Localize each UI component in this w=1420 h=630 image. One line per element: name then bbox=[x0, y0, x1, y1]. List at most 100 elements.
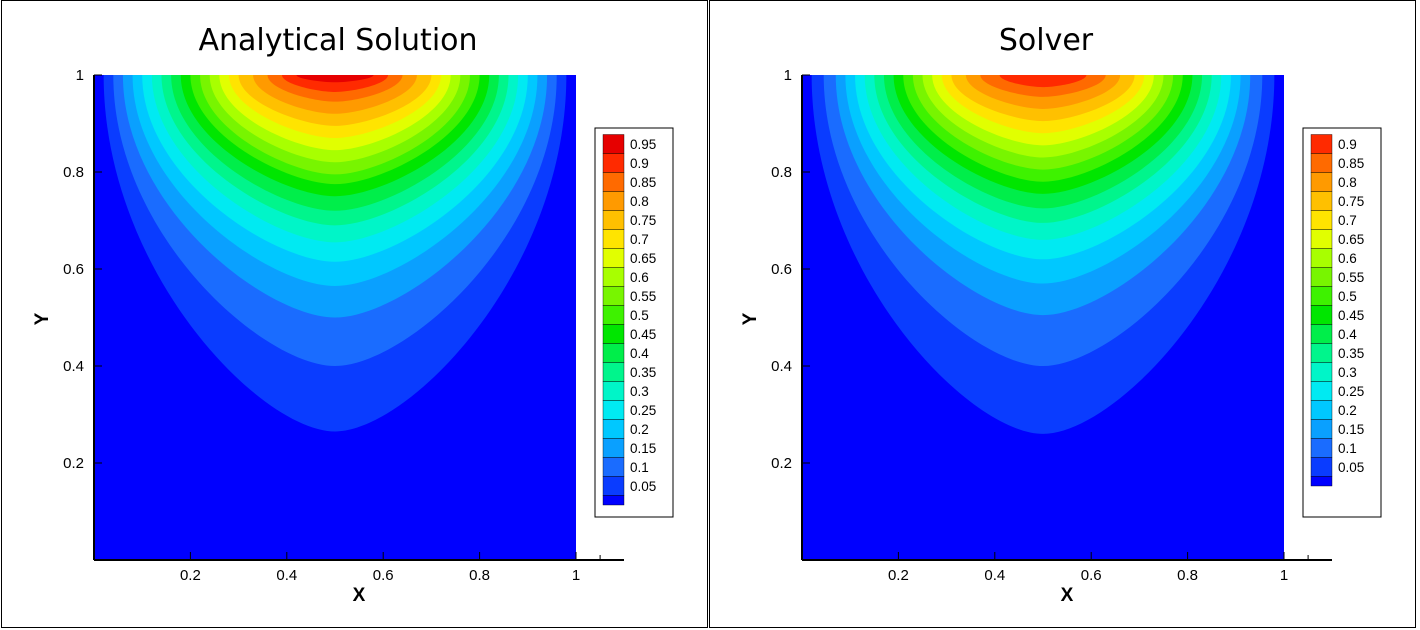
legend-label: 0.35 bbox=[1338, 346, 1364, 361]
x-tick-label: 0.8 bbox=[1177, 567, 1198, 584]
x-tick-label: 0.2 bbox=[180, 567, 201, 584]
legend-swatch bbox=[1310, 381, 1333, 401]
legend-swatch bbox=[602, 457, 625, 477]
x-tick-label: 0.6 bbox=[1081, 567, 1102, 584]
legend-label: 0.1 bbox=[630, 460, 649, 475]
y-axis-label: Y bbox=[740, 312, 761, 325]
y-tick-label: 0.8 bbox=[771, 164, 792, 181]
legend-label: 0.9 bbox=[1338, 137, 1357, 152]
legend-label: 0.2 bbox=[1338, 403, 1357, 418]
legend-label: 0.35 bbox=[630, 365, 656, 380]
legend-label: 0.65 bbox=[630, 251, 656, 266]
legend-swatch bbox=[602, 495, 625, 506]
legend-label: 0.05 bbox=[1338, 460, 1364, 475]
legend-label: 0.6 bbox=[1338, 251, 1357, 266]
x-tick-label: 1 bbox=[1280, 567, 1288, 584]
y-tick-label: 0.8 bbox=[63, 164, 84, 181]
legend-swatch bbox=[602, 438, 625, 458]
legend-swatch bbox=[1310, 267, 1333, 287]
y-tick-label: 0.2 bbox=[771, 455, 792, 472]
legend-swatch bbox=[1310, 457, 1333, 477]
legend-label: 0.7 bbox=[630, 232, 649, 247]
x-tick-label: 0.4 bbox=[276, 567, 297, 584]
legend-label: 0.3 bbox=[1338, 365, 1357, 380]
y-tick-label: 1 bbox=[76, 67, 84, 84]
legend-swatch bbox=[1310, 172, 1333, 192]
legend-swatch bbox=[602, 343, 625, 363]
legend-swatch bbox=[1310, 286, 1333, 306]
legend-swatch bbox=[1310, 419, 1333, 439]
legend-label: 0.55 bbox=[630, 289, 656, 304]
legend-label: 0.55 bbox=[1338, 270, 1364, 285]
legend-label: 0.3 bbox=[630, 384, 649, 399]
y-tick-label: 0.4 bbox=[63, 358, 84, 375]
y-tick-label: 0.6 bbox=[63, 261, 84, 278]
legend-swatch bbox=[1310, 229, 1333, 249]
legend-label: 0.75 bbox=[1338, 194, 1364, 209]
legend-swatch bbox=[602, 191, 625, 211]
legend-swatch bbox=[602, 210, 625, 230]
y-tick-label: 0.4 bbox=[771, 358, 792, 375]
legend-swatch bbox=[602, 476, 625, 496]
legend-label: 0.7 bbox=[1338, 213, 1357, 228]
legend-label: 0.85 bbox=[630, 175, 656, 190]
legend-swatch bbox=[1310, 362, 1333, 382]
legend-label: 0.8 bbox=[1338, 175, 1357, 190]
legend-label: 0.6 bbox=[630, 270, 649, 285]
legend-label: 0.65 bbox=[1338, 232, 1364, 247]
legend-swatch bbox=[602, 305, 625, 325]
legend-swatch bbox=[1310, 343, 1333, 363]
legend-swatch bbox=[1310, 134, 1333, 154]
legend-label: 0.75 bbox=[630, 213, 656, 228]
chart-title: Analytical Solution bbox=[198, 23, 477, 58]
legend-swatch bbox=[602, 172, 625, 192]
legend-label: 0.4 bbox=[630, 346, 649, 361]
x-tick-label: 1 bbox=[572, 567, 580, 584]
legend-swatch bbox=[602, 153, 625, 173]
legend-swatch bbox=[602, 400, 625, 420]
legend-swatch bbox=[602, 248, 625, 268]
legend-swatch bbox=[602, 362, 625, 382]
legend-label: 0.5 bbox=[1338, 289, 1357, 304]
chart-solver: 0.2 0.4 0.6 0.8 1 0.2 0.4 0.6 0.8 1 Solver X Y 0.9 0.8… bbox=[740, 23, 1382, 606]
y-tick-label: 1 bbox=[784, 67, 792, 84]
legend-swatch bbox=[1310, 438, 1333, 458]
legend-label: 0.9 bbox=[630, 156, 649, 171]
contour-band-0_95 bbox=[296, 75, 374, 83]
x-tick-label: 0.6 bbox=[373, 567, 394, 584]
contour-band-0_9 bbox=[999, 75, 1087, 88]
legend-label: 0.4 bbox=[1338, 327, 1357, 342]
legend-swatch bbox=[602, 229, 625, 249]
legend-label: 0.25 bbox=[1338, 384, 1364, 399]
legend-label: 0.15 bbox=[630, 441, 656, 456]
legend-swatch bbox=[602, 324, 625, 344]
legend-swatch bbox=[1310, 248, 1333, 268]
x-tick-label: 0.2 bbox=[888, 567, 909, 584]
legend-swatch bbox=[602, 267, 625, 287]
legend-swatch bbox=[1310, 476, 1333, 487]
legend-label: 0.5 bbox=[630, 308, 649, 323]
legend-swatch bbox=[602, 286, 625, 306]
legend-label: 0.95 bbox=[630, 137, 656, 152]
chart-panel-analytical: 0.2 0.4 0.6 0.8 1 0.2 0.4 0.6 0.8 1 Analytical Sol… bbox=[1, 0, 708, 628]
legend-swatch bbox=[1310, 191, 1333, 211]
legend-swatch bbox=[602, 381, 625, 401]
legend-label: 0.45 bbox=[1338, 308, 1364, 323]
y-tick-label: 0.2 bbox=[63, 455, 84, 472]
legend-label: 0.25 bbox=[630, 403, 656, 418]
legend-swatch bbox=[602, 134, 625, 154]
legend-label: 0.8 bbox=[630, 194, 649, 209]
y-tick-label: 0.6 bbox=[771, 261, 792, 278]
x-tick-label: 0.8 bbox=[469, 567, 490, 584]
legend-swatch bbox=[1310, 400, 1333, 420]
legend-swatch bbox=[1310, 210, 1333, 230]
legend-label: 0.45 bbox=[630, 327, 656, 342]
chart-title: Solver bbox=[999, 23, 1094, 58]
legend-label: 0.2 bbox=[630, 422, 649, 437]
x-axis-label: X bbox=[353, 585, 366, 606]
legend-label: 0.05 bbox=[630, 479, 656, 494]
legend-swatch bbox=[1310, 153, 1333, 173]
legend-swatch bbox=[1310, 324, 1333, 344]
legend-swatch bbox=[602, 419, 625, 439]
x-tick-label: 0.4 bbox=[984, 567, 1005, 584]
